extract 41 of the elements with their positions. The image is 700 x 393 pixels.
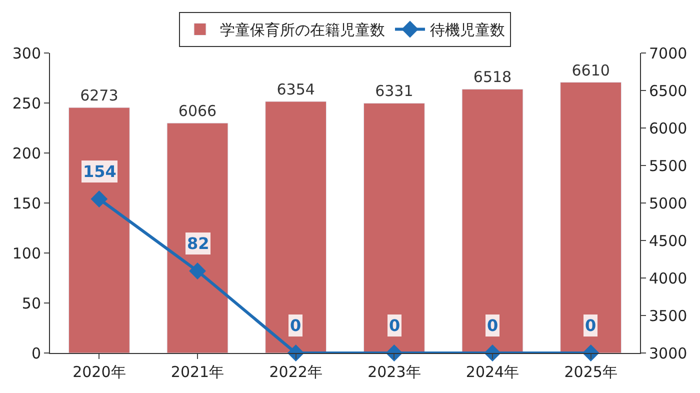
y-tick-label: 250 [12, 94, 41, 112]
y2-tick-label: 7000 [649, 44, 688, 62]
y-tick-label: 0 [31, 344, 41, 362]
data-label: 6354 [276, 80, 315, 98]
point [90, 190, 108, 208]
legend-label: 学童保育所の在籍児童数 [220, 21, 385, 40]
y2-tick-label: 5500 [649, 156, 688, 175]
data-label: 0 [290, 316, 302, 335]
y2-tick-label: 5000 [649, 194, 688, 212]
data-label: 6273 [80, 86, 118, 105]
y-tick-label: 200 [12, 144, 41, 162]
y2-tick-label: 3000 [649, 344, 688, 362]
data-label: 0 [585, 316, 596, 335]
y2-tick-label: 4500 [649, 232, 688, 250]
x-tick-label: 2022年 [269, 363, 322, 381]
x-tick-label: 2020年 [72, 363, 126, 381]
y2-tick-label: 3500 [649, 306, 688, 325]
data-label: 6066 [178, 102, 217, 120]
y2-tick-label: 4000 [649, 269, 688, 288]
point [582, 344, 600, 362]
x-tick-label: 2024年 [466, 363, 520, 381]
x-tick-label: 2025年 [564, 363, 618, 381]
data-label: 6331 [375, 82, 414, 100]
point [386, 344, 403, 362]
point [287, 344, 304, 362]
data-label: 0 [487, 316, 498, 335]
y-tick-label: 50 [22, 294, 41, 312]
y-tick-label: 150 [12, 194, 41, 212]
data-label: 154 [83, 162, 116, 181]
y2-tick-label: 6500 [649, 82, 688, 100]
data-label: 82 [187, 234, 210, 253]
y-tick-label: 300 [12, 44, 41, 62]
data-label: 6518 [473, 68, 512, 86]
y-tick-label: 100 [12, 244, 41, 262]
data-label: 6610 [572, 61, 610, 80]
y2-tick-label: 6000 [649, 119, 688, 138]
x-tick-label: 2023年 [368, 363, 421, 381]
point [189, 262, 206, 280]
data-label: 0 [389, 316, 400, 335]
x-tick-label: 2021年 [170, 363, 224, 381]
legend-label: 待機児童数 [430, 21, 505, 40]
